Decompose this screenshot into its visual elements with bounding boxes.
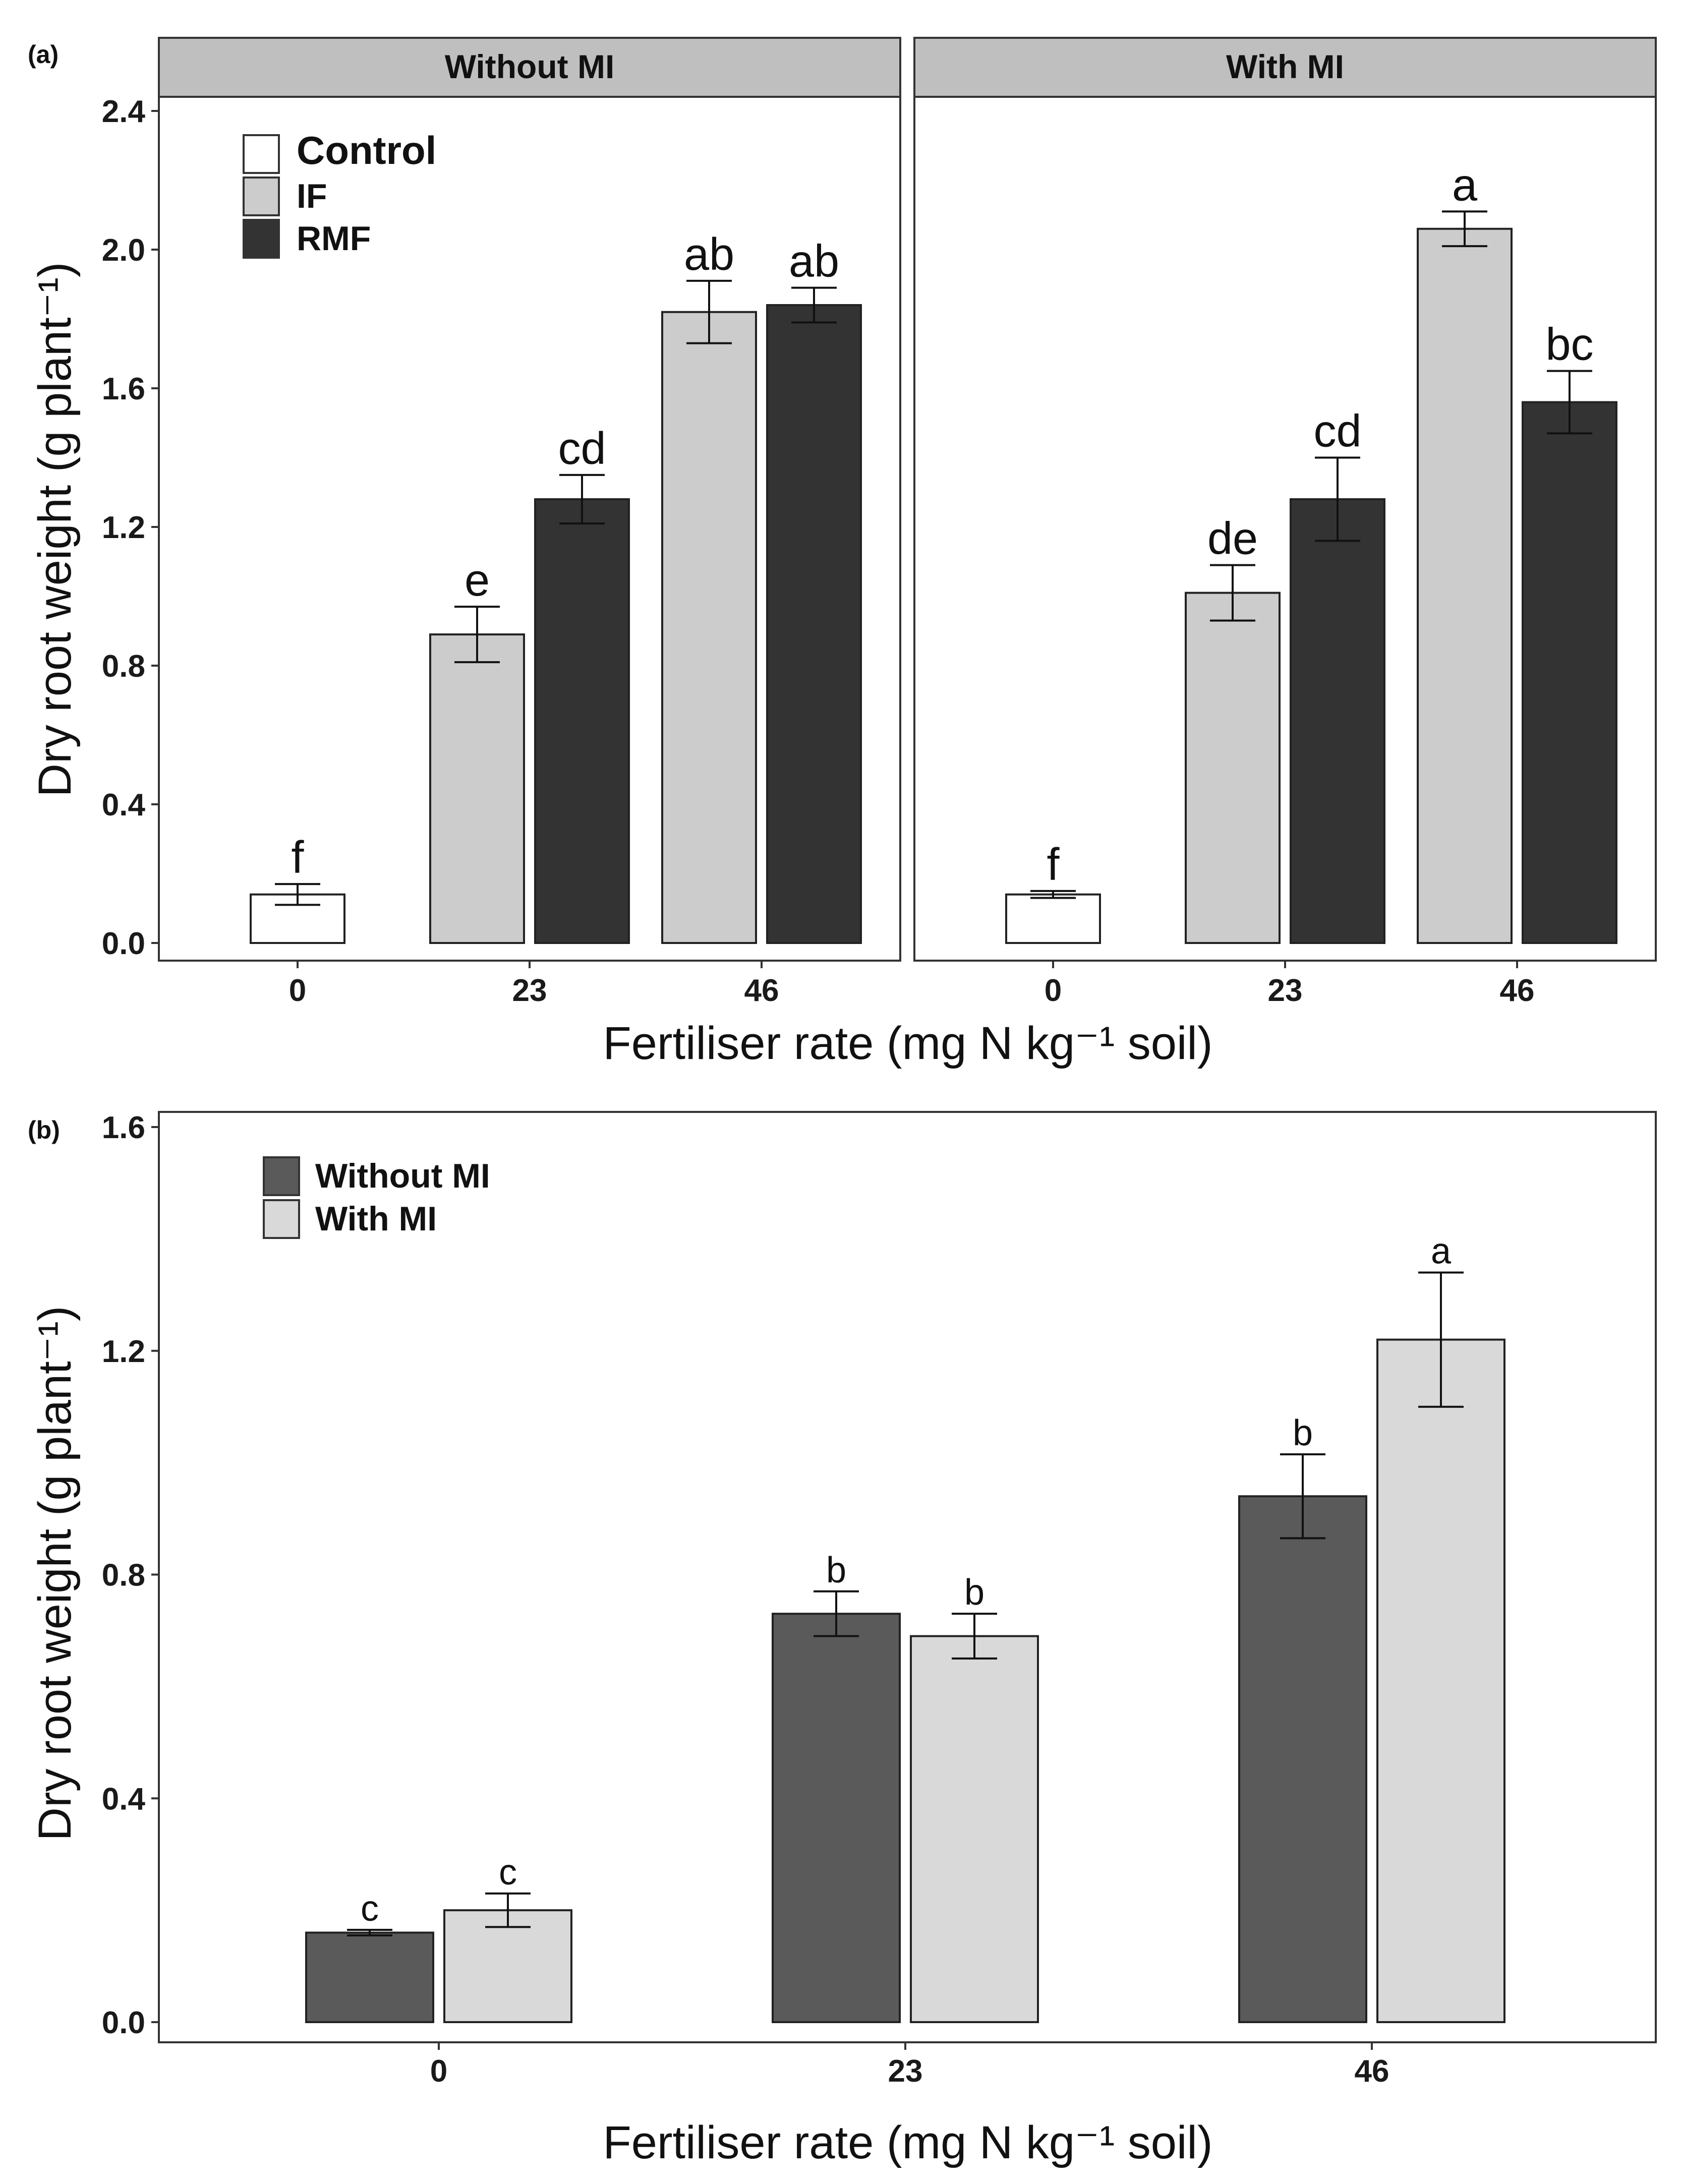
sig-label-bar-with-mi-if-46: a: [1452, 160, 1478, 210]
sig-label-bar-b-without-mi-46: b: [1293, 1413, 1313, 1453]
x-tick-label-b: 23: [888, 2054, 923, 2089]
sig-label-bar-without-mi-if-46: ab: [684, 229, 734, 280]
panel-a-label: (a): [28, 40, 59, 69]
legend-swatch-if: [243, 176, 280, 216]
legend-label-if: IF: [297, 177, 327, 215]
legend-label-with-mi: With MI: [315, 1200, 437, 1238]
legend-swatch-without-mi: [263, 1156, 300, 1196]
legend-label-control: Control: [297, 128, 436, 172]
y-tick-label-b: 0.4: [102, 1782, 146, 1816]
x-axis-b: 0 23 46: [430, 2042, 1389, 2089]
bar-without-mi-if-23: [429, 633, 525, 944]
bar-with-mi-control-0: [1005, 893, 1101, 944]
x-tick-label-a: 0: [1045, 973, 1062, 1008]
y-tick-label-a: 2.0: [102, 233, 145, 268]
bars-a: f e cd ab ab f de cd a bc: [250, 160, 1617, 944]
legend-swatch-with-mi: [263, 1199, 300, 1239]
y-axis-a: 0.0 0.4 0.8 1.2 1.6 2.0 2.4: [102, 94, 159, 961]
x-tick-label-b: 0: [430, 2054, 447, 2089]
bar-b-with-mi-0: [443, 1909, 572, 2023]
legend-a: Control IF RMF: [243, 128, 436, 259]
bar-with-mi-rmf-23: [1290, 498, 1385, 944]
sig-label-bar-b-with-mi-23: b: [964, 1572, 984, 1613]
sig-label-bar-b-with-mi-0: c: [499, 1852, 517, 1893]
bar-b-with-mi-23: [910, 1635, 1039, 2023]
x-tick-label-a: 0: [289, 973, 306, 1008]
bar-without-mi-rmf-23: [534, 498, 630, 944]
panel-a: (a) Without MI With MI 0.0 0.4 0.8 1.2 1.6 2.…: [28, 37, 1657, 1069]
bars-b: c c b b b a: [305, 1231, 1505, 2023]
y-tick-label-b: 1.6: [102, 1110, 145, 1145]
bar-without-mi-rmf-46: [766, 304, 862, 944]
facet-strip-without-mi: [158, 37, 901, 98]
legend-swatch-rmf: [243, 219, 280, 259]
sig-label-bar-b-with-mi-46: a: [1431, 1231, 1452, 1271]
sig-label-bar-with-mi-rmf-23: cd: [1313, 406, 1361, 457]
bar-b-without-mi-23: [772, 1613, 901, 2023]
y-tick-label-a: 0.4: [102, 788, 146, 822]
x-axis-title-b: Fertiliser rate (mg N kg⁻¹ soil): [603, 2117, 1213, 2168]
bar-with-mi-rmf-46: [1522, 401, 1617, 944]
y-tick-label-a: 2.4: [102, 94, 146, 129]
legend-label-rmf: RMF: [297, 219, 371, 258]
sig-label-bar-b-without-mi-23: b: [826, 1550, 846, 1590]
bar-b-without-mi-46: [1238, 1495, 1367, 2023]
y-axis-title-b: Dry root weight (g plant⁻¹): [29, 1306, 81, 1841]
facet-title-with-mi: With MI: [1226, 48, 1344, 85]
legend-label-without-mi: Without MI: [315, 1157, 490, 1195]
bar-with-mi-if-46: [1417, 227, 1513, 944]
sig-label-bar-without-mi-rmf-46: ab: [789, 237, 839, 287]
legend-b: Without MI With MI: [263, 1156, 490, 1239]
facet-strip-with-mi: [913, 37, 1657, 98]
x-tick-label-a: 46: [744, 973, 779, 1008]
x-axis-a: 0 23 46 0 23 46: [289, 961, 1535, 1008]
sig-label-bar-with-mi-if-23: de: [1207, 514, 1258, 564]
y-axis-title-a: Dry root weight (g plant⁻¹): [29, 262, 81, 797]
x-tick-label-a: 46: [1500, 973, 1535, 1008]
sig-label-bar-with-mi-rmf-46: bc: [1545, 320, 1593, 370]
y-tick-label-a: 0.0: [102, 926, 145, 961]
sig-label-bar-without-mi-control-0: f: [291, 833, 304, 883]
y-tick-label-a: 1.6: [102, 372, 145, 406]
x-tick-label-b: 46: [1355, 2054, 1389, 2089]
y-tick-label-b: 0.0: [102, 2005, 145, 2040]
x-axis-title-a: Fertiliser rate (mg N kg⁻¹ soil): [603, 1018, 1213, 1069]
y-tick-label-b: 1.2: [102, 1334, 145, 1369]
panel-b: (b) 0.0 0.4 0.8 1.2 1.6 0 23 46 c c b b b a Without…: [28, 1110, 1657, 2168]
sig-label-bar-without-mi-rmf-23: cd: [558, 424, 606, 474]
y-tick-label-a: 0.8: [102, 649, 145, 684]
y-tick-label-b: 0.8: [102, 1558, 145, 1593]
bar-b-with-mi-46: [1376, 1338, 1505, 2023]
sig-label-bar-b-without-mi-0: c: [361, 1888, 379, 1929]
bar-b-without-mi-0: [305, 1931, 434, 2023]
bar-without-mi-if-46: [661, 311, 757, 944]
legend-swatch-control: [243, 134, 280, 174]
sig-label-bar-with-mi-control-0: f: [1047, 840, 1060, 890]
x-tick-label-a: 23: [512, 973, 547, 1008]
facet-title-without-mi: Without MI: [445, 48, 615, 85]
bar-with-mi-if-23: [1185, 592, 1281, 944]
sig-label-bar-without-mi-if-23: e: [465, 555, 490, 606]
panel-b-label: (b): [28, 1116, 60, 1144]
y-tick-label-a: 1.2: [102, 510, 145, 545]
y-axis-b: 0.0 0.4 0.8 1.2 1.6: [102, 1110, 159, 2040]
x-tick-label-a: 23: [1268, 973, 1303, 1008]
